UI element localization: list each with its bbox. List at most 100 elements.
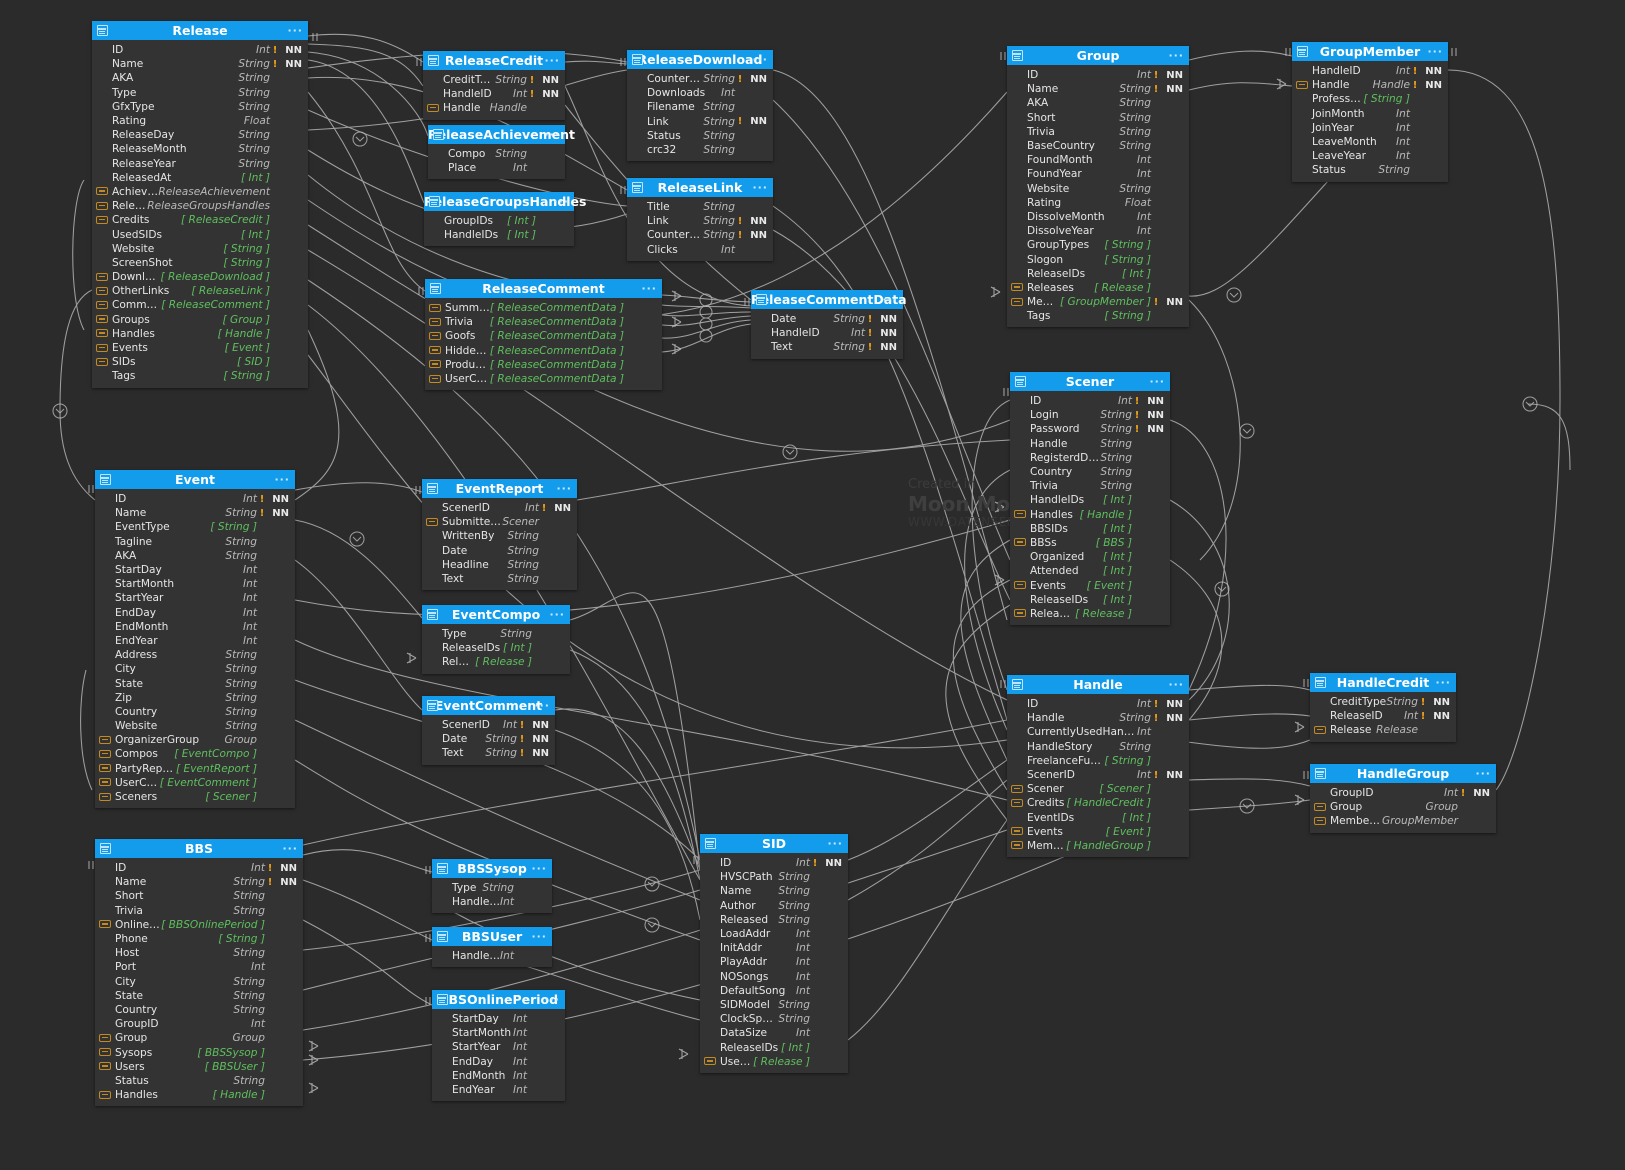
table-header-releasecommentdata[interactable]: ReleaseCommentData ··· [751,290,907,309]
field-row[interactable]: BBSs [ BBS ] [1010,536,1170,550]
field-row[interactable]: EndMonth Int [432,1069,565,1083]
field-row[interactable]: SIDs [ SID ] [92,355,308,369]
field-row[interactable]: Trivia String [95,904,303,918]
field-row[interactable]: Compos [ EventCompo ] [95,747,295,761]
field-row[interactable]: FoundMonth Int [1007,153,1189,167]
table-event[interactable]: Event ··· ID Int! NN Name String! NN EventType [ … [95,470,295,809]
table-menu-icon[interactable]: ··· [544,993,560,1006]
field-row[interactable]: HandleID Int [432,895,552,909]
field-row[interactable]: Date String! NN [751,312,903,326]
field-row[interactable]: Clicks Int [627,243,773,257]
field-row[interactable]: Tagline String [95,535,295,549]
field-row[interactable]: Name String! NN [92,57,308,71]
table-header-eventcomment[interactable]: EventComment ··· [422,696,555,715]
table-menu-icon[interactable]: ··· [1435,676,1451,689]
field-row[interactable]: Date String [422,544,577,558]
table-menu-icon[interactable]: ··· [1427,45,1443,58]
table-menu-icon[interactable]: ··· [534,699,550,712]
field-row[interactable]: HVSCPath String [700,870,848,884]
field-row[interactable]: HandleID Int! NN [1292,64,1448,78]
field-row[interactable]: HandleStory String [1007,740,1189,754]
field-row[interactable]: ReleaseIDs[ Int ] [700,1040,848,1054]
field-row[interactable]: Trivia String [1007,125,1189,139]
field-row[interactable]: Type String [432,881,552,895]
field-row[interactable]: UserComment[ EventComment ] [95,776,295,790]
field-row[interactable]: Address String [95,648,295,662]
table-header-scener[interactable]: Scener ··· [1010,372,1170,391]
field-row[interactable]: crc32 String [627,143,773,157]
field-row[interactable]: StartMonth Int [95,577,295,591]
field-row[interactable]: Compo String [428,147,565,161]
table-releaseachievement[interactable]: ReleaseAchievement ··· Compo String Place Int [428,125,575,180]
field-row[interactable]: StartDay Int [432,1012,565,1026]
table-menu-icon[interactable]: ··· [1149,375,1165,388]
field-row[interactable]: ScenerID Int! NN [1007,768,1189,782]
field-row[interactable]: MemberStatsGroupMember [1310,814,1496,828]
table-header-sid[interactable]: SID ··· [700,834,848,853]
table-header-event[interactable]: Event ··· [95,470,295,489]
field-row[interactable]: Short String [95,889,303,903]
field-row[interactable]: ScreenShot [ String ] [92,256,308,270]
table-handlegroup[interactable]: HandleGroup ··· GroupID Int! NN Group Group Mem… [1310,764,1496,833]
field-row[interactable]: Attended [ Int ] [1010,564,1170,578]
field-row[interactable]: Releases[ Release ] [1010,607,1170,621]
field-row[interactable]: RegisterdDate String [1010,451,1170,465]
field-row[interactable]: Handles [ Handle ] [92,327,308,341]
table-group[interactable]: Group ··· ID Int! NN Name String! NN AKA String Sh… [1007,46,1189,328]
table-eventreport[interactable]: EventReport···ScenerIDInt!NNSubmittedByS… [422,479,577,591]
field-row[interactable]: Status String [627,129,773,143]
field-row[interactable]: Name String! NN [95,875,303,889]
field-row[interactable]: Rating Float [1007,196,1189,210]
field-row[interactable]: ID Int! NN [1007,697,1189,711]
field-row[interactable]: ScenerID Int! NN [422,501,577,515]
table-menu-icon[interactable]: ··· [282,842,298,855]
field-row[interactable]: HandleID Int! NN [423,87,565,101]
field-row[interactable]: Host String [95,946,303,960]
field-row[interactable]: Group Group [1310,800,1496,814]
field-row[interactable]: Name String [700,884,848,898]
table-header-bbssysop[interactable]: BBSSysop ··· [432,859,552,878]
field-row[interactable]: Tags [ String ] [92,369,308,383]
field-row[interactable]: CreditType String! NN [1310,695,1456,709]
field-row[interactable]: Type String [422,627,570,641]
field-row[interactable]: Text String! NN [751,340,903,354]
field-row[interactable]: UsedIn[ Release ] [700,1055,848,1069]
field-row[interactable]: Events [ Event ] [1010,578,1170,592]
table-bbsonlineperiod[interactable]: BBSOnlinePeriod ··· StartDay Int StartMonth I… [432,990,565,1102]
table-menu-icon[interactable]: ··· [641,282,657,295]
field-row[interactable]: DissolveYear Int [1007,224,1189,238]
field-row[interactable]: Groups [ Group ] [92,313,308,327]
table-header-bbsonlineperiod[interactable]: BBSOnlinePeriod ··· [432,990,565,1009]
field-row[interactable]: Users [ BBSUser ] [95,1060,303,1074]
table-menu-icon[interactable]: ··· [827,837,843,850]
field-row[interactable]: ClockSpeed String [700,1012,848,1026]
table-scener[interactable]: Scener ··· ID Int! NN Login String! NN Password S… [1010,372,1170,625]
field-row[interactable]: FreelanceFunctions[ String ] [1007,754,1189,768]
field-row[interactable]: StartYear Int [95,591,295,605]
table-header-group[interactable]: Group ··· [1007,46,1189,65]
field-row[interactable]: CreditType String! NN [423,73,565,87]
table-menu-icon[interactable]: ··· [1168,678,1184,691]
field-row[interactable]: ID Int! NN [1010,394,1170,408]
table-header-release[interactable]: Release ··· [92,21,308,40]
field-row[interactable]: JoinMonth Int [1292,107,1448,121]
table-menu-icon[interactable]: ··· [553,195,569,208]
field-row[interactable]: ReleaseYear String [92,157,308,171]
field-row[interactable]: GroupID Int! NN [1310,786,1496,800]
field-row[interactable]: Credits[ HandleCredit ] [1007,796,1189,810]
field-row[interactable]: Title String [627,200,773,214]
field-row[interactable]: AKA String [95,549,295,563]
field-row[interactable]: BaseCountry String [1007,139,1189,153]
field-row[interactable]: OnlinePeriod[ BBSOnlinePeriod ] [95,918,303,932]
field-row[interactable]: ReleaseID Int! NN [1310,709,1456,723]
field-row[interactable]: City String [95,662,295,676]
field-row[interactable]: Scener [ Scener ] [1007,782,1189,796]
table-menu-icon[interactable]: ··· [549,608,565,621]
table-releasecredit[interactable]: ReleaseCredit ··· CreditType String! NN Handl… [423,51,565,120]
table-menu-icon[interactable]: ··· [1168,49,1184,62]
table-bbssysop[interactable]: BBSSysop ··· Type String HandleID Int [432,859,552,914]
field-row[interactable]: StartDay Int [95,563,295,577]
field-row[interactable]: ReleasedByReleaseGroupsHandles [92,199,308,213]
field-row[interactable]: HandleID Int! NN [751,326,903,340]
